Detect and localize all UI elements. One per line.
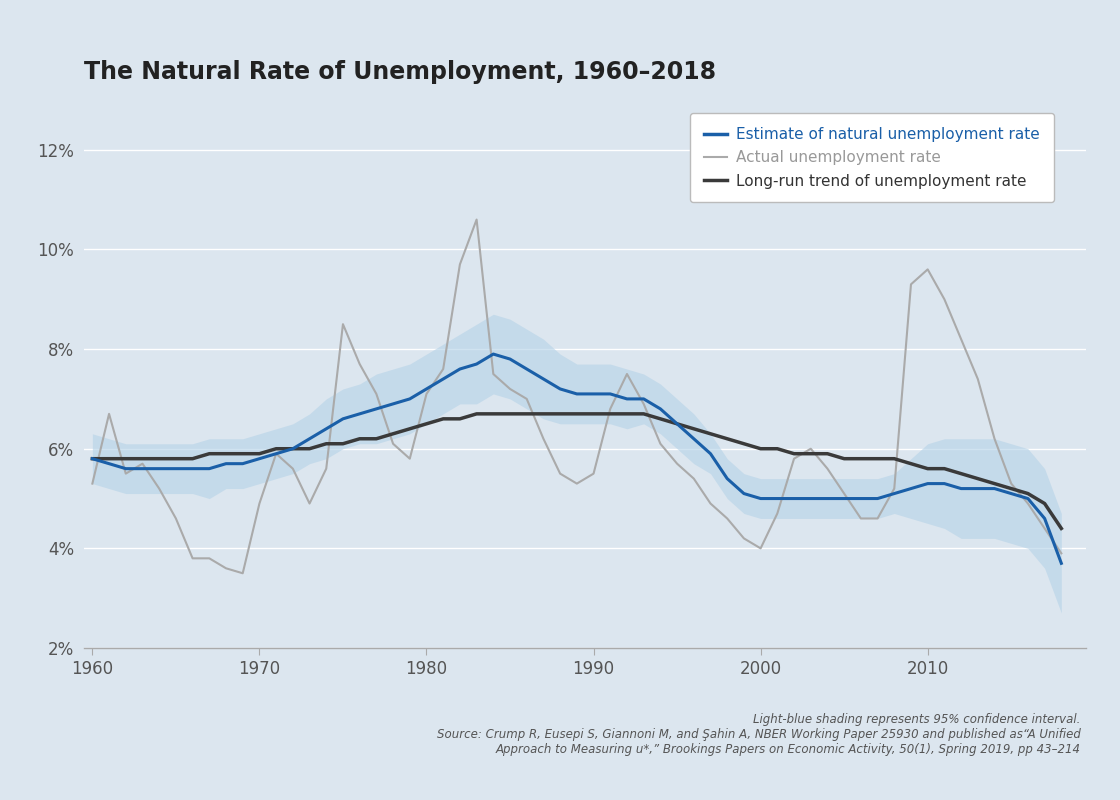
Legend: Estimate of natural unemployment rate, Actual unemployment rate, Long-run trend : Estimate of natural unemployment rate, A… bbox=[690, 113, 1054, 202]
Text: Light-blue shading represents 95% confidence interval.
Source: Crump R, Eusepi S: Light-blue shading represents 95% confid… bbox=[437, 713, 1081, 756]
Text: The Natural Rate of Unemployment, 1960–2018: The Natural Rate of Unemployment, 1960–2… bbox=[84, 60, 716, 84]
